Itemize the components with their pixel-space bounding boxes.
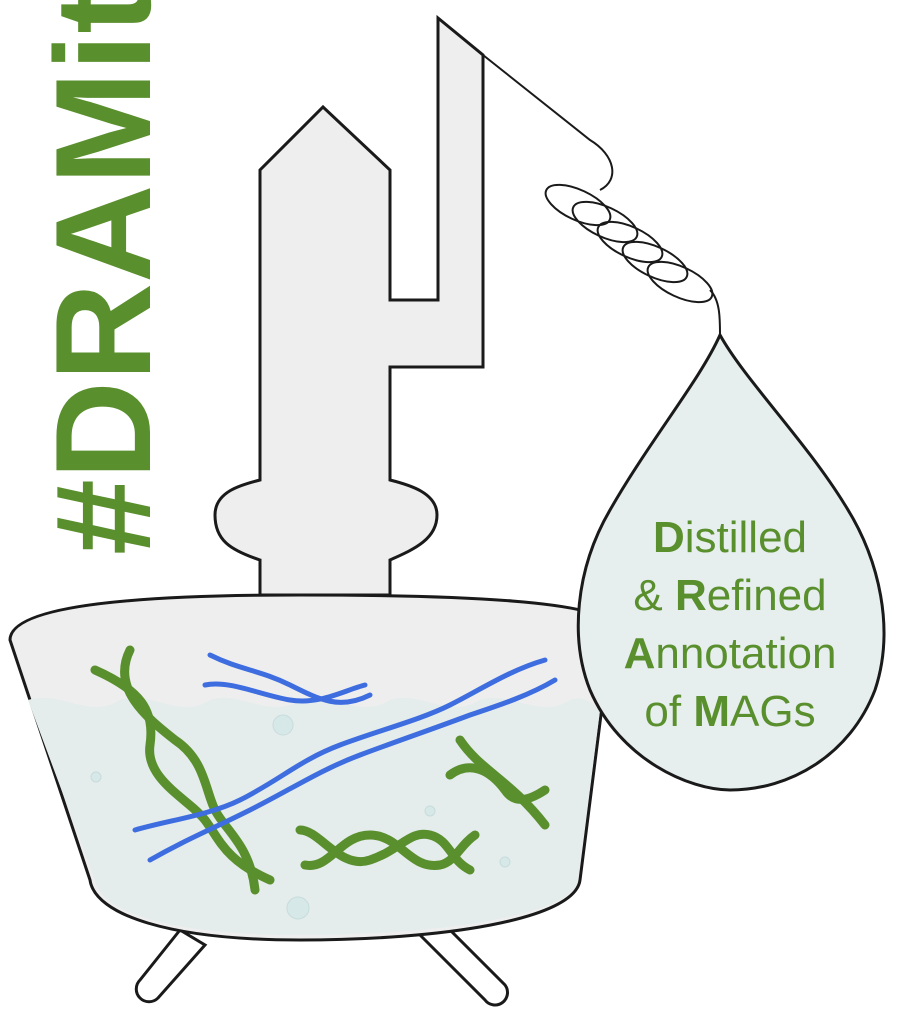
acronym-line-1: Distilled (653, 513, 807, 562)
bubbles (90, 714, 511, 920)
acronym-line-4: of MAGs (644, 687, 815, 736)
bubble-icon (90, 771, 102, 783)
acronym-line-3: Annotation (624, 629, 837, 678)
bubble-icon (286, 896, 310, 920)
dna-helix-icon (132, 652, 558, 863)
coil-condenser-icon (544, 183, 721, 336)
bubble-icon (272, 714, 294, 736)
bubble-icon (424, 805, 436, 817)
hashtag-title: #DRAMit (27, 0, 179, 555)
bubble-icon (499, 856, 511, 868)
liquid (28, 697, 600, 935)
acronym-line-2: & Refined (633, 571, 826, 620)
still-column (213, 14, 485, 597)
acronym-text: Distilled & Refined Annotation of MAGs (624, 513, 837, 736)
condenser-tube (482, 54, 614, 191)
dna-helix-icon (90, 645, 550, 895)
pot-legs (134, 923, 509, 1007)
droplet-icon (576, 331, 886, 792)
